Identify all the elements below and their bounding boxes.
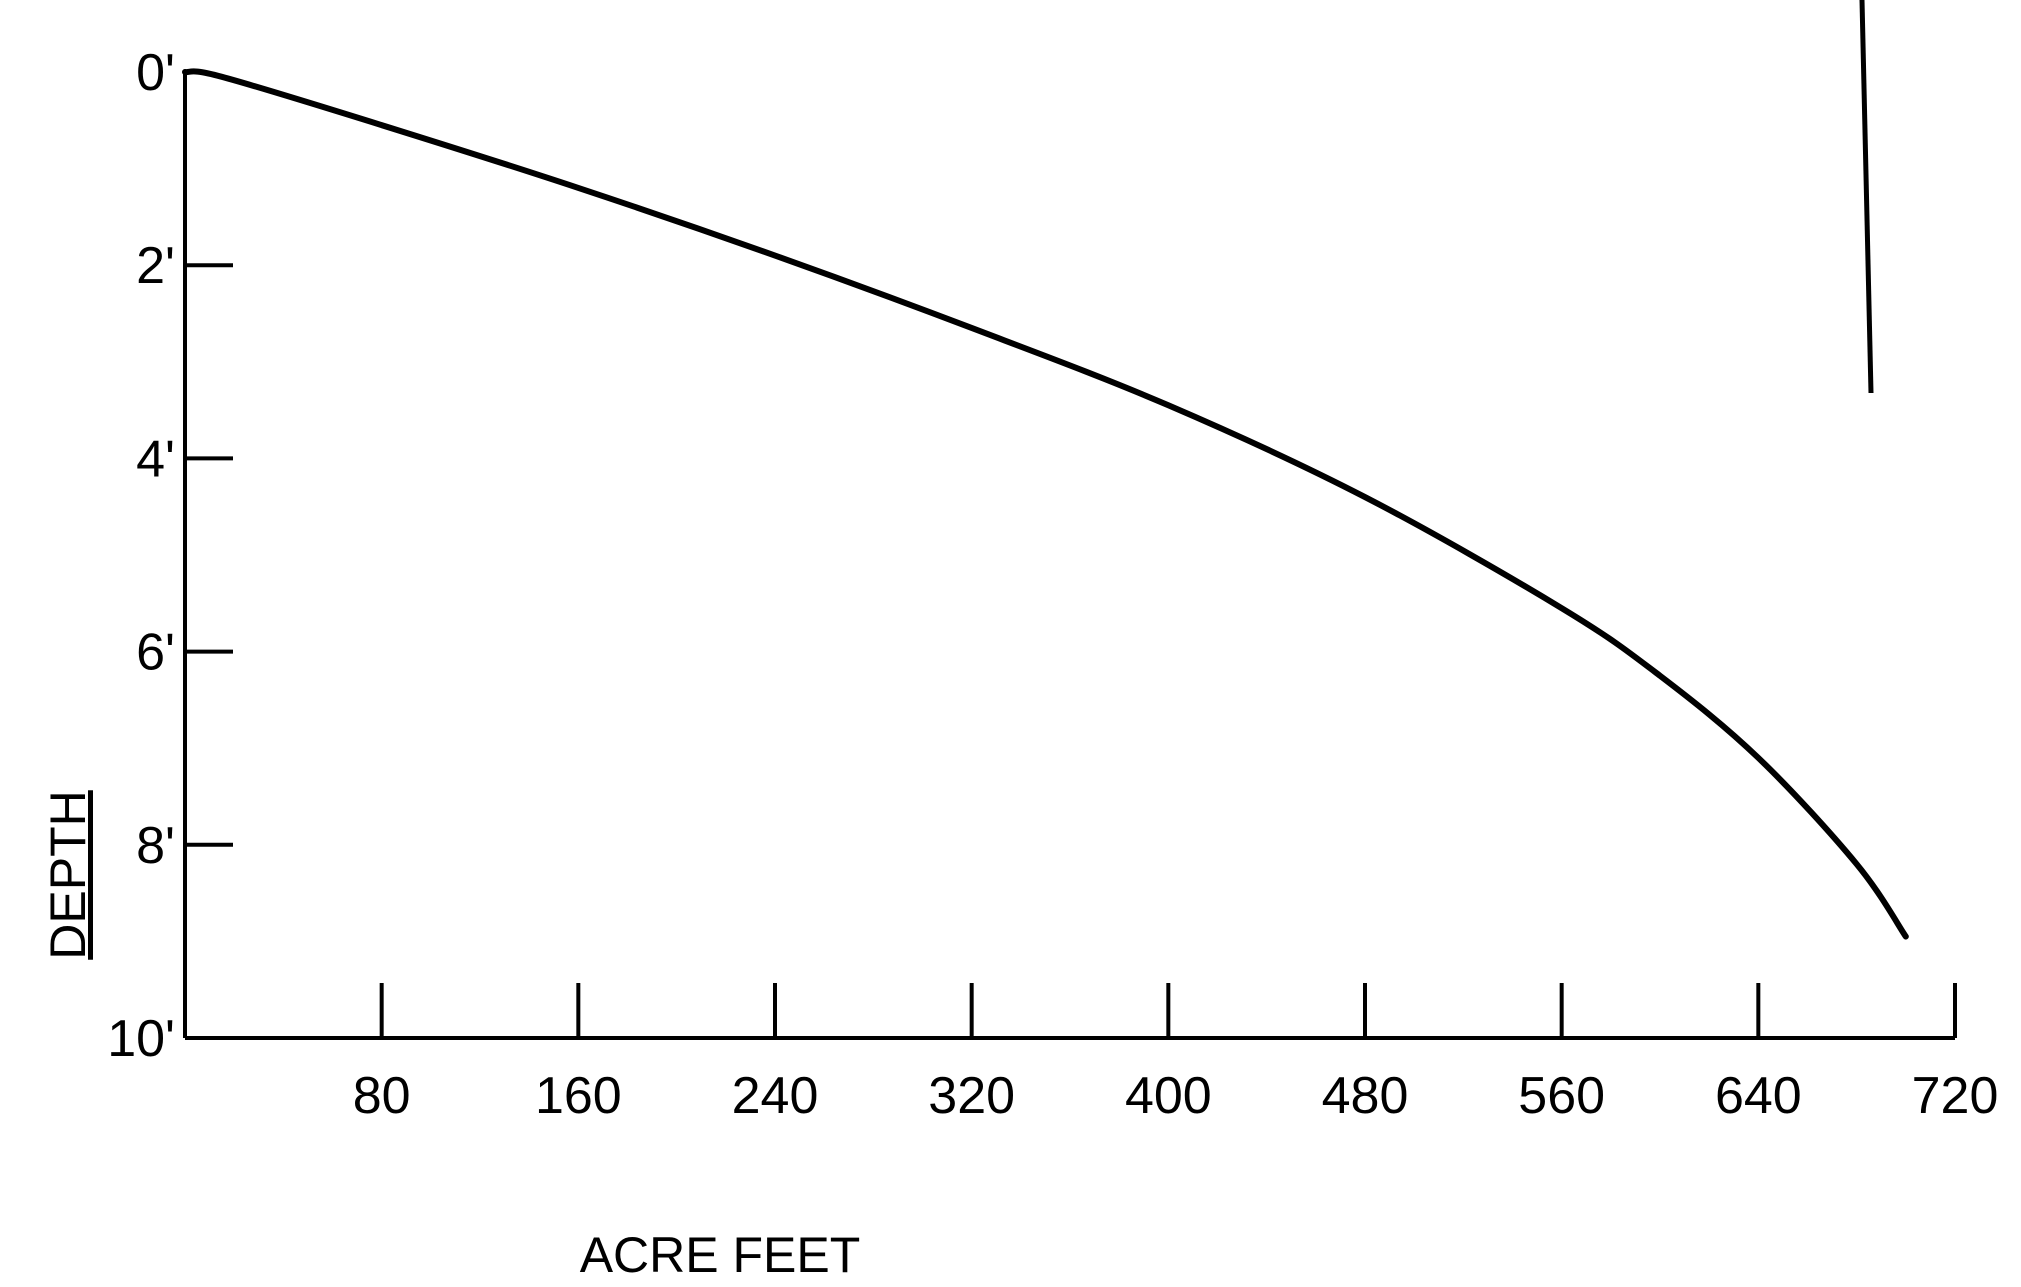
axes [183,72,1955,1040]
x-tick-label: 80 [353,1067,411,1125]
x-tick-label: 240 [732,1067,819,1125]
x-axis-ticks: 80 160 240 320 400 480 560 640 720 [353,983,1999,1125]
x-tick-label: 400 [1125,1067,1212,1125]
stray-vertical-line [1859,0,1874,394]
depth-curve-line [182,68,1909,940]
series-layer [182,68,1909,940]
y-tick-label: 2' [136,237,175,295]
x-tick-label: 720 [1912,1067,1999,1125]
y-tick-label: 4' [136,430,175,488]
y-axis-title: DEPTH [40,790,96,959]
y-tick-label: 6' [136,624,175,682]
y-axis-ticks: 0' 2' 4' 6' 8' 10' [107,44,233,1068]
x-tick-label: 640 [1715,1067,1802,1125]
y-tick-label: 10' [107,1010,175,1068]
y-tick-label: 8' [136,817,175,875]
x-tick-label: 480 [1322,1067,1409,1125]
x-tick-label: 160 [535,1067,622,1125]
x-tick-label: 560 [1518,1067,1605,1125]
y-tick-label: 0' [136,44,175,102]
x-axis-title: ACRE FEET [580,1227,861,1283]
x-tick-label: 320 [928,1067,1015,1125]
